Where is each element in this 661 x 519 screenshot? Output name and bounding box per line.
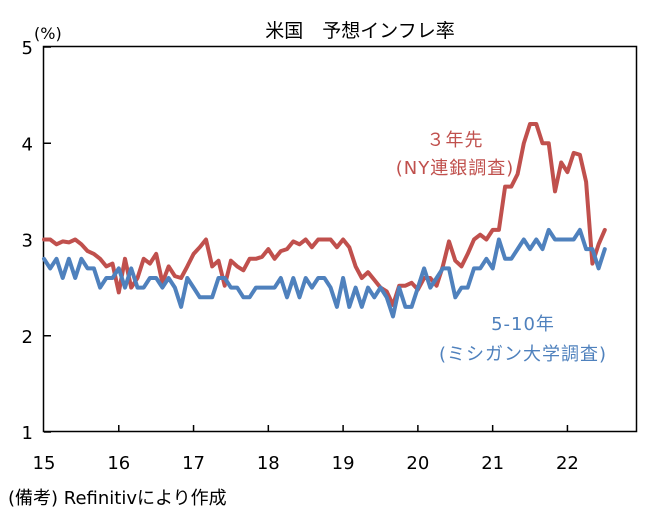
x-tick-label: 16: [107, 453, 130, 474]
y-tick-label: 1: [22, 423, 33, 444]
chart-title: 米国 予想インフレ率: [265, 20, 454, 42]
x-tick-label: 22: [556, 453, 579, 474]
x-tick-label: 18: [257, 453, 280, 474]
x-tick-label: 21: [481, 453, 504, 474]
series-label-0: ３年先: [427, 130, 484, 151]
source-note: (備考) Refinitivにより作成: [8, 488, 227, 509]
series-labels: ３年先 (NY連銀調査) 5-10年 (ミシガン大学調査): [396, 130, 607, 365]
x-axis: 15 16 17 18 19 20 21 22: [33, 425, 579, 474]
y-tick-label: 2: [22, 327, 33, 348]
y-tick-label: 4: [22, 134, 33, 155]
series-line-0: [42, 122, 607, 307]
x-tick-label: 20: [406, 453, 429, 474]
y-unit-label: (%): [34, 24, 62, 43]
series-lines: [42, 122, 607, 319]
y-tick-label: 5: [22, 38, 33, 59]
x-tick-label: 19: [332, 453, 355, 474]
x-tick-label: 15: [33, 453, 56, 474]
y-tick-label: 3: [22, 231, 33, 252]
series-line-1: [42, 227, 607, 319]
series-label-1: (ミシガン大学調査): [439, 344, 607, 365]
x-tick-label: 17: [182, 453, 205, 474]
series-label-0: (NY連銀調査): [396, 158, 515, 179]
series-label-1: 5-10年: [491, 314, 555, 335]
